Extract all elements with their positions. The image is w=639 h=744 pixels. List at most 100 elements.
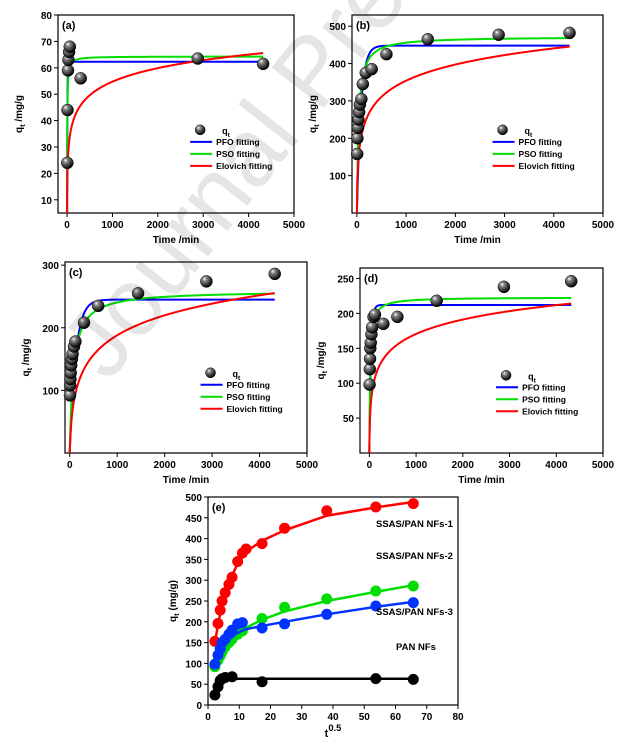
chart-panel-1: 0 1000 2000 3000 4000 5000 10 20 30 40 50 60 70 80 Tim… [14,11,306,246]
data-point [431,295,443,307]
y-tick-label: 60 [41,64,53,75]
series-label: PAN NFs [396,642,436,653]
chart-panel-2: 0 1000 2000 3000 4000 5000 100 200 300 400 500 Time… [308,15,615,246]
y-tick-label: 200 [185,618,202,629]
x-tick-label: 2000 [154,460,177,471]
chart-panel-4: 0 1000 2000 3000 4000 500050100150200250Time … [316,268,615,486]
y-tick-label: 200 [329,134,346,145]
y-tick-label: 70 [41,37,53,48]
legend-label-pso: PSO fitting [227,392,271,402]
legend-marker-qt [501,370,511,380]
y-axis-title: qt /mg/g [316,341,329,379]
y-tick-label: 300 [42,261,59,272]
y-tick-label: 400 [329,60,346,71]
x-tick-label: 2000 [147,220,170,231]
data-point [269,268,281,280]
data-point-series-1 [241,544,252,555]
y-tick-label: 150 [337,344,354,355]
data-point-series-1 [213,618,224,629]
legend-label-pfo: PFO fitting [216,137,259,147]
panel-label: (e) [212,502,226,514]
data-point [364,379,376,391]
x-tick-label: 3000 [192,220,215,231]
y-tick-label: 100 [329,172,346,183]
legend-label-pfo: PFO fitting [227,380,270,390]
data-point [498,281,510,293]
data-point [366,63,378,75]
panel-label: (a) [62,20,76,32]
series-label: SSAS/PAN NFs-1 [376,519,454,530]
x-tick-label: 1000 [405,460,428,471]
x-tick-label: 0 [205,712,211,723]
legend-label-elovich: Elovich fitting [227,404,283,414]
data-point-series-2 [321,593,332,604]
y-axis-title: qt (mg/g) [168,580,181,622]
elovich-fit-line [369,304,571,453]
elovich-fit-line [357,47,570,213]
y-tick-label: 500 [329,22,346,33]
x-tick-label: 5000 [592,220,615,231]
data-point [355,93,367,105]
x-axis-title: Time /min [454,235,501,246]
data-point [351,148,363,160]
y-tick-label: 450 [185,514,202,525]
data-point [366,321,378,333]
x-tick-label: 4000 [545,460,568,471]
x-tick-label: 0 [367,460,373,471]
data-point-series-4 [370,673,381,684]
chart-panel-5: 0 10 20 30 40 50 60 70 80 0 50 100 150 200 250 300 350 40… [168,493,464,740]
y-tick-label: 250 [337,274,354,285]
data-point-series-1 [257,538,268,549]
x-tick-label: 70 [421,712,433,723]
y-tick-label: 100 [337,379,354,390]
data-point-series-1 [227,572,238,583]
x-tick-label: 0 [64,220,70,231]
y-tick-label: 250 [185,597,202,608]
data-point-series-4 [257,676,268,687]
data-point-series-3 [237,617,248,628]
y-tick-label: 20 [41,169,53,180]
legend-label-pso: PSO fitting [519,149,563,159]
x-tick-label: 0 [354,220,360,231]
x-tick-label: 1000 [106,460,129,471]
y-axis-title: qt /mg/g [308,95,321,133]
legend-label-elovich: Elovich fitting [519,161,575,171]
data-point [364,353,376,365]
data-point-series-1 [321,505,332,516]
x-tick-label: 1000 [101,220,124,231]
data-point [377,318,389,330]
pfo-fit-line [369,305,571,453]
data-point [493,29,505,41]
series-label: SSAS/PAN NFs-3 [376,607,453,618]
data-point [357,78,369,90]
panel-label: (d) [364,273,378,285]
data-point-series-1 [370,501,381,512]
x-tick-label: 10 [234,712,246,723]
legend-label-pso: PSO fitting [522,394,566,404]
x-axis-title: Time /min [458,475,505,486]
x-tick-label: 4000 [543,220,566,231]
x-tick-label: 40 [327,712,339,723]
x-tick-label: 60 [390,712,402,723]
pso-fit-line [70,294,275,453]
data-point-series-2 [370,586,381,597]
data-point [69,336,81,348]
legend-marker-qt [206,368,216,378]
data-point [565,275,577,287]
y-tick-label: 50 [41,90,53,101]
x-tick-label: 5000 [592,460,615,471]
legend-label-pso: PSO fitting [216,149,260,159]
data-point-series-3 [279,618,290,629]
data-point [369,309,381,321]
panel-label: (b) [356,20,370,32]
data-point [422,33,434,45]
y-tick-label: 100 [42,386,59,397]
data-point-series-2 [257,613,268,624]
x-axis-title: Time /min [153,235,200,246]
data-point [380,48,392,60]
y-tick-label: 200 [42,324,59,335]
data-point [62,104,74,116]
y-tick-label: 150 [185,639,202,650]
y-tick-label: 50 [343,414,355,425]
